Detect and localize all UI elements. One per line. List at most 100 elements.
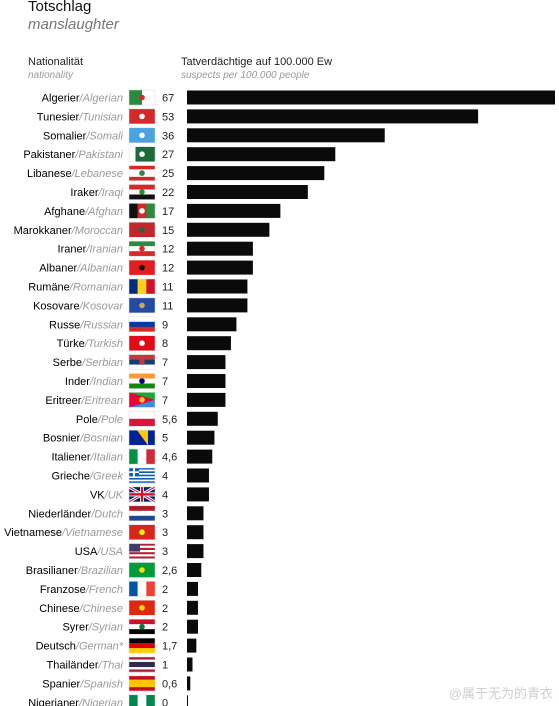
nationality-label-en: /Thai: [98, 660, 124, 672]
value-label: 9: [162, 319, 168, 331]
flag-icon: [128, 618, 156, 635]
nationality-label-de: Albaner: [39, 263, 77, 275]
nationality-label-de: USA: [75, 546, 98, 558]
flag-icon: [128, 429, 156, 446]
nationality-label-en: /Kosovar: [79, 300, 125, 312]
nationality-label-en: /Italian: [90, 452, 123, 464]
nationality-label: Türke/Turkish: [57, 338, 123, 350]
nationality-label-de: Marokkaner: [14, 225, 72, 237]
value-label: 3: [162, 527, 168, 539]
bar-row: Thailänder/Thai 1: [47, 656, 193, 673]
nationality-label-de: Pakistaner: [23, 149, 75, 161]
bar: [187, 563, 202, 577]
bar: [187, 657, 193, 672]
nationality-label: Afghane/Afghan: [44, 206, 123, 218]
flag-icon: [128, 354, 156, 370]
nationality-label: Brasilianer/Brazilian: [26, 565, 123, 577]
flag-icon: [128, 467, 156, 484]
nationality-label-en: /UK: [104, 489, 124, 501]
bar: [187, 600, 198, 615]
nationality-label-de: Spanier: [42, 678, 80, 690]
nationality-label: Kosovare/Kosovar: [33, 300, 124, 312]
nationality-label: Iraker/Iraqi: [70, 187, 123, 199]
flag-icon: [128, 562, 156, 578]
nationality-label-en: /Iraqi: [98, 187, 124, 199]
bar: [187, 449, 213, 464]
nationality-label-de: Grieche: [51, 471, 90, 483]
nationality-column-subheader: nationality: [28, 70, 74, 81]
value-label: 36: [162, 130, 174, 142]
nationality-label-en: /Dutch: [90, 508, 123, 520]
nationality-label: Albaner/Albanian: [39, 263, 123, 275]
value-label: 27: [162, 149, 174, 161]
bar-row: Iraner/Iranian 12: [58, 240, 253, 257]
bar-row: Tunesier/Tunisian 53: [37, 108, 479, 125]
nationality-label-de: Chinese: [39, 603, 79, 615]
value-label: 0,6: [162, 678, 177, 690]
watermark: @属于无为的青衣: [448, 686, 553, 701]
value-label: 2: [162, 584, 168, 596]
bar-row: Syrer/Syrian 2: [62, 618, 198, 635]
nationality-label-de: Türke: [57, 338, 85, 350]
value-label: 15: [162, 225, 174, 237]
nationality-label: Deutsch/German*: [36, 641, 124, 653]
nationality-label-de: Franzose: [40, 584, 86, 596]
nationality-label-de: Inder: [65, 376, 90, 388]
flag-icon: [128, 259, 156, 276]
nationality-label: Marokkaner/Moroccan: [14, 225, 123, 237]
bar: [187, 241, 253, 256]
flag-icon: [128, 278, 156, 295]
flag-icon: [128, 411, 156, 427]
nationality-column-header: Nationalität: [28, 56, 84, 68]
value-label: 3: [162, 508, 168, 520]
nationality-label-en: /Vietnamese: [61, 527, 123, 539]
bar: [187, 487, 209, 502]
flag-icon: [128, 543, 156, 559]
nationality-label-de: Brasilianer: [26, 565, 78, 577]
nationality-label: Italiener/Italian: [51, 452, 123, 464]
value-label: 12: [162, 244, 174, 256]
bar-row: Rumäne/Romanian 11: [28, 278, 248, 295]
bar-row: Marokkaner/Moroccan 15: [14, 222, 270, 238]
flag-icon: [128, 222, 156, 238]
flag-icon: [128, 127, 156, 144]
flag-icon: [128, 675, 156, 692]
nationality-label-de: Vietnamese: [4, 527, 62, 539]
chart-title: Totschlag: [28, 0, 92, 15]
nationality-label: USA/USA: [75, 546, 123, 558]
bar-row: Vietnamese/Vietnamese 3: [4, 524, 204, 540]
nationality-label: Inder/Indian: [65, 376, 123, 388]
nationality-label-en: /German*: [75, 641, 124, 653]
nationality-label-en: /Greek: [89, 471, 124, 483]
flag-icon: [128, 316, 156, 333]
flag-icon: [128, 485, 156, 504]
flag-icon: [128, 240, 156, 257]
nationality-label-en: /Eritrean: [80, 395, 123, 407]
flag-icon: [128, 694, 156, 706]
nationality-label-de: Somalier: [43, 130, 87, 142]
value-label: 1,7: [162, 641, 177, 653]
nationality-label-de: Bosnier: [43, 433, 81, 445]
nationality-label: Grieche/Greek: [51, 471, 123, 483]
nationality-label: Rumäne/Romanian: [28, 282, 123, 294]
nationality-label: Chinese/Chinese: [39, 603, 123, 615]
nationality-label-en: /Afghan: [84, 206, 123, 218]
nationality-label-en: /Indian: [89, 376, 123, 388]
value-label: 5,6: [162, 414, 177, 426]
bar: [187, 109, 479, 124]
flag-icon: [128, 581, 156, 597]
bar: [187, 166, 325, 181]
bar: [187, 638, 197, 653]
value-label: 25: [162, 168, 174, 180]
bar: [187, 374, 226, 388]
bar-row: Chinese/Chinese 2: [39, 600, 198, 616]
flag-icon: [128, 656, 156, 673]
nationality-label-de: Afghane: [44, 206, 85, 218]
nationality-label: Serbe/Serbian: [53, 357, 123, 369]
bar: [187, 544, 204, 559]
nationality-label-en: /Turkish: [84, 338, 123, 350]
nationality-label: Syrer/Syrian: [62, 622, 123, 634]
nationality-label-en: /Tunisian: [78, 111, 123, 123]
bar-row: Afghane/Afghan 17: [44, 203, 281, 219]
nationality-label-en: /Nigerian: [78, 697, 123, 706]
